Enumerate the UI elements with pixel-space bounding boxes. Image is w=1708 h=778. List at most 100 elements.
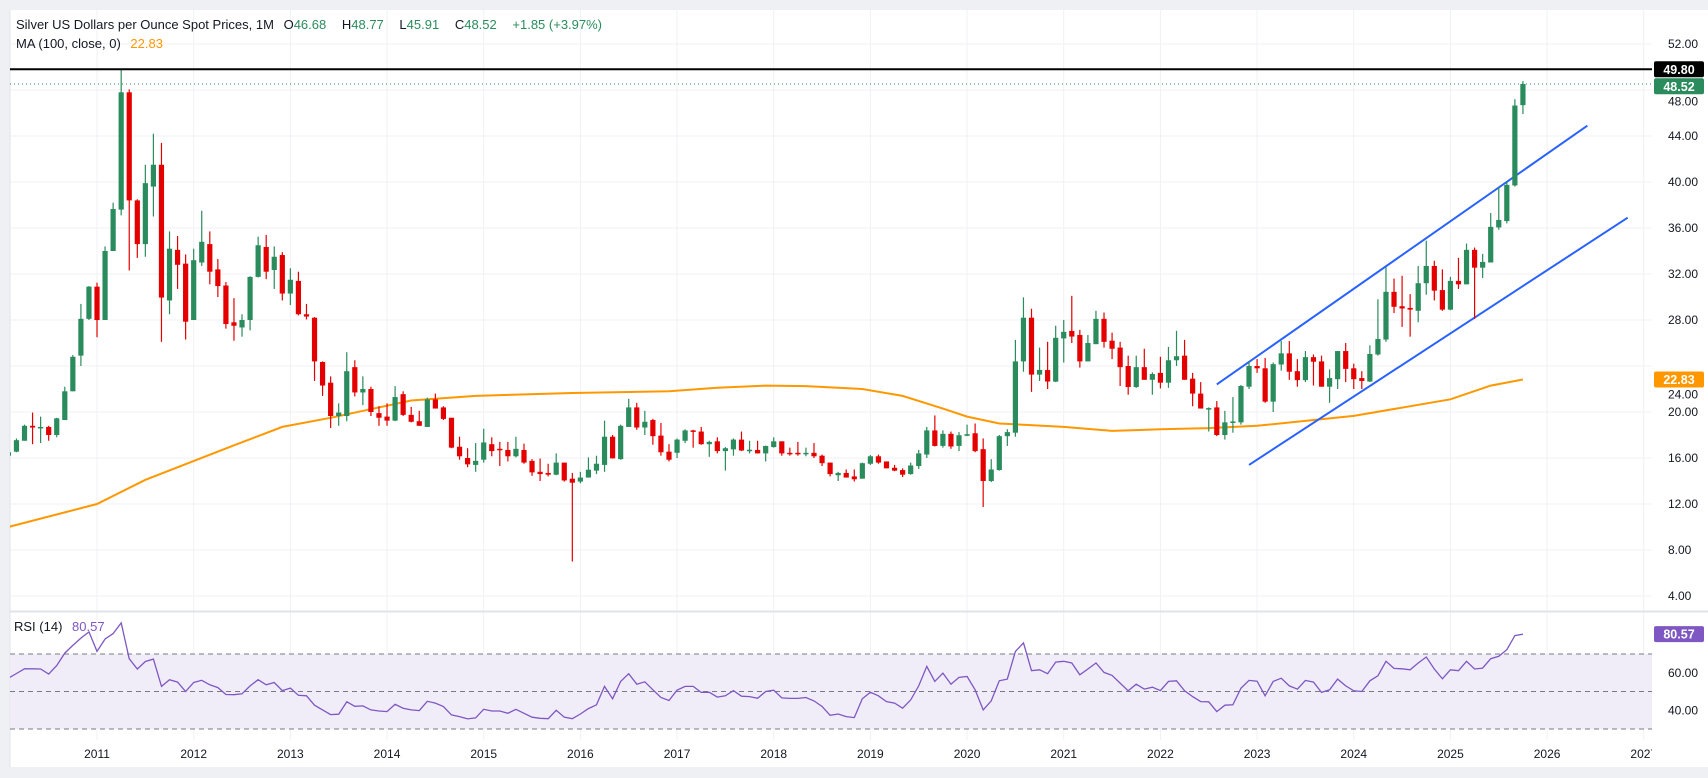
candle-body — [883, 461, 890, 469]
price-tick-label: 52.00 — [1668, 37, 1698, 51]
ma-legend[interactable]: MA (100, close, 0) 22.83 — [16, 36, 169, 51]
candle — [86, 286, 92, 320]
rsi-legend-label: RSI (14) — [14, 619, 63, 634]
candle — [674, 438, 680, 458]
candle — [134, 199, 140, 258]
candle-body — [352, 367, 358, 393]
candle — [408, 406, 414, 423]
candle — [263, 234, 269, 280]
candle-body — [481, 442, 487, 460]
candle-body — [38, 426, 44, 429]
candle-body — [1181, 355, 1188, 380]
candle-body — [1447, 280, 1454, 310]
candle-body — [513, 448, 519, 457]
candle — [537, 458, 543, 481]
ma-value-badge: 22.83 — [1663, 373, 1694, 387]
candle — [618, 424, 624, 460]
ma-value-badge-bg — [1654, 371, 1704, 388]
candle-body — [642, 421, 648, 428]
close-value: 48.52 — [464, 17, 497, 32]
candle — [827, 462, 833, 477]
candle — [956, 432, 962, 452]
candle-body — [1318, 361, 1325, 387]
candle — [610, 435, 616, 459]
candle — [247, 276, 253, 331]
time-tick-label: 2019 — [857, 747, 884, 761]
candle-body — [1351, 368, 1357, 380]
candle-body — [424, 399, 430, 427]
candle — [464, 448, 471, 468]
candle — [424, 397, 430, 427]
candle — [908, 462, 914, 475]
trend-channel-lower-line[interactable] — [1248, 216, 1629, 466]
candle-body — [1125, 366, 1131, 388]
candle-body — [1173, 356, 1180, 361]
candle-body — [755, 449, 761, 454]
candle — [1109, 332, 1115, 360]
candle-body — [126, 92, 132, 201]
candle-body — [666, 451, 672, 460]
candle — [690, 429, 696, 448]
candle — [1343, 343, 1349, 383]
candle-body — [996, 436, 1002, 471]
time-axis[interactable]: 2011 2012 2013 2014 2015 2016 2017 2018 2019 2020… — [84, 747, 1657, 761]
candle-body — [440, 407, 447, 419]
candle-body — [118, 92, 124, 210]
candle — [497, 441, 503, 467]
candle-body — [585, 469, 592, 478]
ma100-line — [10, 378, 1524, 528]
last-price-badge-bg — [1654, 78, 1704, 95]
candle-body — [1463, 249, 1470, 285]
candle — [110, 202, 116, 251]
candle-body — [384, 416, 390, 421]
candle — [400, 391, 406, 417]
candle — [1028, 308, 1035, 392]
candle — [730, 438, 737, 456]
candle — [513, 436, 519, 458]
candle — [10, 452, 11, 456]
candle-body — [1157, 372, 1164, 383]
candle-body — [988, 469, 994, 481]
candle-body — [1471, 249, 1478, 268]
candle-body — [94, 286, 100, 320]
candle — [199, 210, 205, 266]
candle-body — [497, 448, 503, 451]
candle-body — [489, 444, 495, 452]
candle — [924, 426, 930, 458]
candle-body — [851, 476, 857, 480]
last-price-badge: 48.52 — [1663, 80, 1694, 94]
candle — [215, 259, 221, 297]
candle-body — [287, 279, 293, 294]
time-tick-label: 2023 — [1244, 747, 1271, 761]
candle-body — [456, 446, 463, 457]
symbol-title: Silver US Dollars per Ounce Spot Prices,… — [16, 17, 274, 32]
rsi-line — [10, 621, 1524, 720]
candle-body — [505, 449, 511, 457]
candle — [1125, 355, 1131, 395]
candle-body — [360, 389, 366, 393]
price-tick-label: 40.00 — [1668, 175, 1698, 189]
candle — [1198, 382, 1204, 409]
candle-body — [867, 456, 873, 464]
candle-body — [738, 439, 745, 451]
price-tick-label: 4.00 — [1668, 589, 1692, 603]
candle — [183, 254, 189, 340]
candle — [13, 438, 20, 453]
candle-body — [231, 322, 237, 326]
candle-body — [1335, 351, 1341, 380]
candle-body — [690, 430, 696, 432]
symbol-legend: Silver US Dollars per Ounce Spot Prices,… — [16, 17, 608, 32]
candle-body — [158, 164, 165, 298]
trend-channel-upper-line[interactable] — [1216, 124, 1588, 386]
candle — [166, 231, 173, 315]
rsi-legend[interactable]: RSI (14) 80.57 — [14, 619, 111, 634]
candle — [223, 282, 229, 329]
candle-body — [1004, 432, 1010, 437]
candle — [1504, 181, 1510, 224]
time-tick-label: 2021 — [1050, 747, 1077, 761]
price-axis[interactable]: 4.00 8.00 12.00 16.00 20.00 24.00 28.00 32.00 36… — [1654, 37, 1704, 717]
candle-body — [787, 452, 793, 455]
candle — [1262, 357, 1268, 403]
candle-body — [1117, 347, 1123, 368]
